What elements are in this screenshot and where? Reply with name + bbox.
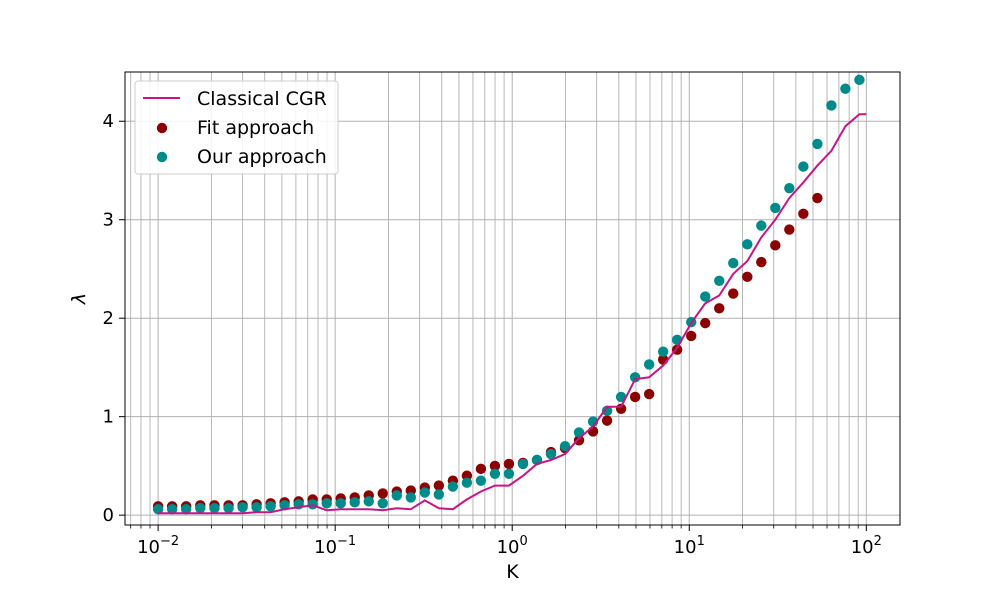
data-point	[728, 288, 739, 299]
x-tick-label: 102	[851, 534, 882, 558]
series-area	[152, 74, 867, 515]
data-point	[657, 346, 669, 357]
x-tick-label: 101	[674, 534, 705, 558]
data-point	[770, 240, 781, 251]
y-tick-label: 3	[103, 210, 114, 231]
data-point	[798, 161, 809, 172]
data-point	[784, 183, 795, 194]
series-line	[158, 113, 867, 515]
data-point	[700, 291, 711, 302]
data-point	[714, 275, 725, 286]
data-point	[363, 496, 374, 507]
x-tick-label: 10−2	[137, 534, 179, 558]
data-point	[166, 504, 178, 515]
legend-label: Classical CGR	[197, 88, 327, 110]
data-point	[545, 448, 557, 460]
data-point	[756, 256, 767, 268]
data-point	[826, 100, 837, 111]
data-point	[405, 492, 417, 503]
legend-dot-marker	[156, 122, 168, 134]
data-point	[209, 503, 220, 514]
data-point	[643, 388, 655, 400]
data-point	[798, 208, 809, 220]
data-point	[854, 74, 865, 86]
legend-dot-marker	[156, 151, 168, 163]
data-point	[601, 415, 613, 426]
data-point	[812, 192, 823, 204]
data-point	[475, 475, 487, 486]
y-axis-label: λ	[68, 293, 90, 305]
data-point	[700, 317, 711, 329]
data-point	[237, 502, 248, 513]
data-point	[742, 271, 753, 283]
data-point	[573, 435, 585, 446]
data-point	[559, 441, 571, 452]
data-point	[377, 488, 388, 499]
data-point	[686, 330, 697, 342]
data-point	[433, 480, 445, 491]
data-point	[419, 487, 431, 498]
data-point	[475, 463, 487, 475]
legend-label: Fit approach	[197, 117, 314, 139]
data-point	[489, 468, 501, 479]
legend-box	[134, 80, 339, 175]
x-axis-label: K	[506, 561, 519, 583]
data-point	[629, 391, 641, 403]
data-point	[601, 405, 613, 416]
legend-label: Our approach	[197, 146, 327, 168]
y-tick-label: 4	[103, 111, 114, 132]
x-tick-label: 100	[497, 534, 528, 558]
data-point	[461, 477, 473, 488]
y-tick-label: 1	[103, 407, 114, 428]
data-point	[812, 138, 823, 150]
data-point	[377, 498, 388, 509]
data-point	[391, 490, 402, 501]
data-point	[517, 458, 529, 470]
data-point	[152, 504, 164, 515]
data-point	[840, 83, 851, 94]
data-point	[784, 224, 795, 235]
y-tick-label: 0	[103, 505, 114, 526]
data-point	[447, 481, 459, 492]
data-point	[180, 504, 192, 515]
data-point	[349, 497, 360, 508]
data-point	[503, 458, 515, 470]
data-point	[489, 460, 501, 472]
data-point	[321, 498, 332, 509]
data-point	[223, 503, 234, 514]
data-point	[433, 489, 445, 500]
axis-ticks: 0 1 2 3 4 10−2 10−1 100 101 102	[103, 111, 882, 558]
data-point	[503, 468, 515, 479]
legend: Classical CGR Fit approach Our approach	[134, 80, 339, 175]
x-tick-label: 10−1	[314, 534, 356, 558]
data-point	[265, 501, 276, 512]
data-point	[251, 502, 262, 513]
data-point	[195, 503, 206, 514]
legend-items: Classical CGR Fit approach Our approach	[143, 88, 327, 168]
data-point	[728, 257, 739, 269]
y-tick-label: 2	[103, 308, 114, 329]
data-point	[742, 239, 753, 250]
data-point	[756, 220, 767, 231]
data-point	[643, 359, 655, 370]
data-point	[714, 303, 725, 314]
data-point	[335, 498, 346, 509]
data-point	[770, 202, 781, 214]
